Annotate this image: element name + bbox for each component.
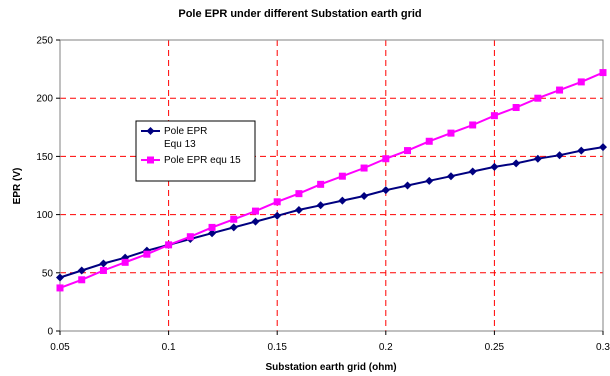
data-point-equ15 bbox=[99, 266, 107, 274]
data-point-equ15 bbox=[338, 172, 346, 180]
data-point-equ15 bbox=[469, 121, 477, 129]
data-point-equ13 bbox=[425, 176, 434, 185]
x-axis-label: Substation earth grid (ohm) bbox=[265, 362, 396, 373]
data-point-equ15 bbox=[556, 86, 564, 94]
data-point-equ13 bbox=[273, 211, 282, 220]
data-point-equ15 bbox=[599, 69, 607, 77]
data-point-equ15 bbox=[404, 147, 412, 155]
data-point-equ15 bbox=[425, 137, 433, 145]
gridlines bbox=[60, 40, 603, 331]
data-point-equ13 bbox=[490, 162, 499, 171]
data-point-equ13 bbox=[77, 266, 86, 275]
data-point-equ15 bbox=[121, 258, 129, 266]
x-tick-label: 0.1 bbox=[162, 342, 176, 353]
data-point-equ13 bbox=[599, 143, 607, 152]
data-point-equ15 bbox=[165, 241, 173, 249]
data-point-equ13 bbox=[555, 151, 564, 160]
data-point-equ15 bbox=[317, 180, 325, 188]
data-point-equ15 bbox=[273, 198, 281, 206]
data-point-equ13 bbox=[512, 159, 521, 168]
x-tick-label: 0.05 bbox=[50, 342, 70, 353]
data-point-equ13 bbox=[251, 217, 260, 226]
data-point-equ13 bbox=[403, 181, 412, 190]
data-point-equ15 bbox=[447, 129, 455, 137]
data-point-equ13 bbox=[338, 196, 347, 205]
data-point-equ15 bbox=[512, 104, 520, 112]
series-layer bbox=[56, 69, 607, 292]
x-axis-tick-labels: 0.05 0.1 0.15 0.2 0.25 0.3 bbox=[50, 331, 610, 353]
x-tick-label: 0.15 bbox=[267, 342, 287, 353]
data-point-equ15 bbox=[143, 250, 151, 258]
chart-title: Pole EPR under different Substation eart… bbox=[178, 8, 421, 20]
y-tick-label: 150 bbox=[36, 152, 53, 163]
data-point-equ13 bbox=[229, 223, 238, 232]
legend-label-equ15: Pole EPR equ 15 bbox=[164, 155, 241, 166]
data-point-equ13 bbox=[99, 259, 108, 268]
data-point-equ13 bbox=[316, 201, 325, 210]
legend-label-equ13-line2: Equ 13 bbox=[164, 139, 196, 150]
data-point-equ15 bbox=[208, 223, 216, 231]
legend: Pole EPR Equ 13 Pole EPR equ 15 bbox=[135, 120, 256, 182]
data-point-equ15 bbox=[230, 215, 238, 223]
data-point-equ15 bbox=[382, 155, 390, 163]
plot-area-border bbox=[59, 39, 604, 332]
data-point-equ13 bbox=[533, 154, 542, 163]
data-point-equ15 bbox=[295, 190, 303, 198]
legend-marker-equ13 bbox=[146, 127, 155, 135]
series-line-1 bbox=[59, 71, 604, 289]
data-point-equ15 bbox=[577, 78, 585, 86]
y-tick-label: 50 bbox=[42, 268, 54, 279]
y-axis-label: EPR (V) bbox=[12, 168, 23, 205]
data-point-equ15 bbox=[490, 112, 498, 120]
data-point-equ15 bbox=[251, 207, 259, 215]
legend-label-equ13-line1: Pole EPR bbox=[164, 126, 207, 137]
data-point-equ15 bbox=[186, 233, 194, 241]
data-point-equ15 bbox=[534, 94, 542, 102]
y-axis-tick-labels: 0 50 100 150 200 250 bbox=[36, 36, 60, 338]
y-tick-label: 200 bbox=[36, 94, 53, 105]
y-tick-label: 250 bbox=[36, 36, 53, 47]
data-point-equ15 bbox=[360, 164, 368, 172]
data-point-equ13 bbox=[577, 146, 586, 155]
data-point-equ13 bbox=[56, 273, 64, 282]
y-tick-label: 100 bbox=[36, 210, 53, 221]
data-point-equ13 bbox=[381, 186, 390, 195]
data-point-equ13 bbox=[294, 205, 303, 214]
data-point-equ13 bbox=[446, 172, 455, 181]
x-tick-label: 0.2 bbox=[379, 342, 393, 353]
y-tick-label: 0 bbox=[47, 327, 53, 338]
data-point-equ13 bbox=[208, 229, 217, 238]
x-tick-label: 0.25 bbox=[485, 342, 505, 353]
data-point-equ13 bbox=[468, 167, 477, 176]
legend-marker-equ15 bbox=[147, 156, 154, 164]
data-point-equ15 bbox=[78, 276, 86, 284]
series-line-0 bbox=[59, 146, 604, 279]
data-point-equ15 bbox=[56, 284, 64, 292]
data-point-equ13 bbox=[360, 191, 369, 200]
x-tick-label: 0.3 bbox=[596, 342, 610, 353]
